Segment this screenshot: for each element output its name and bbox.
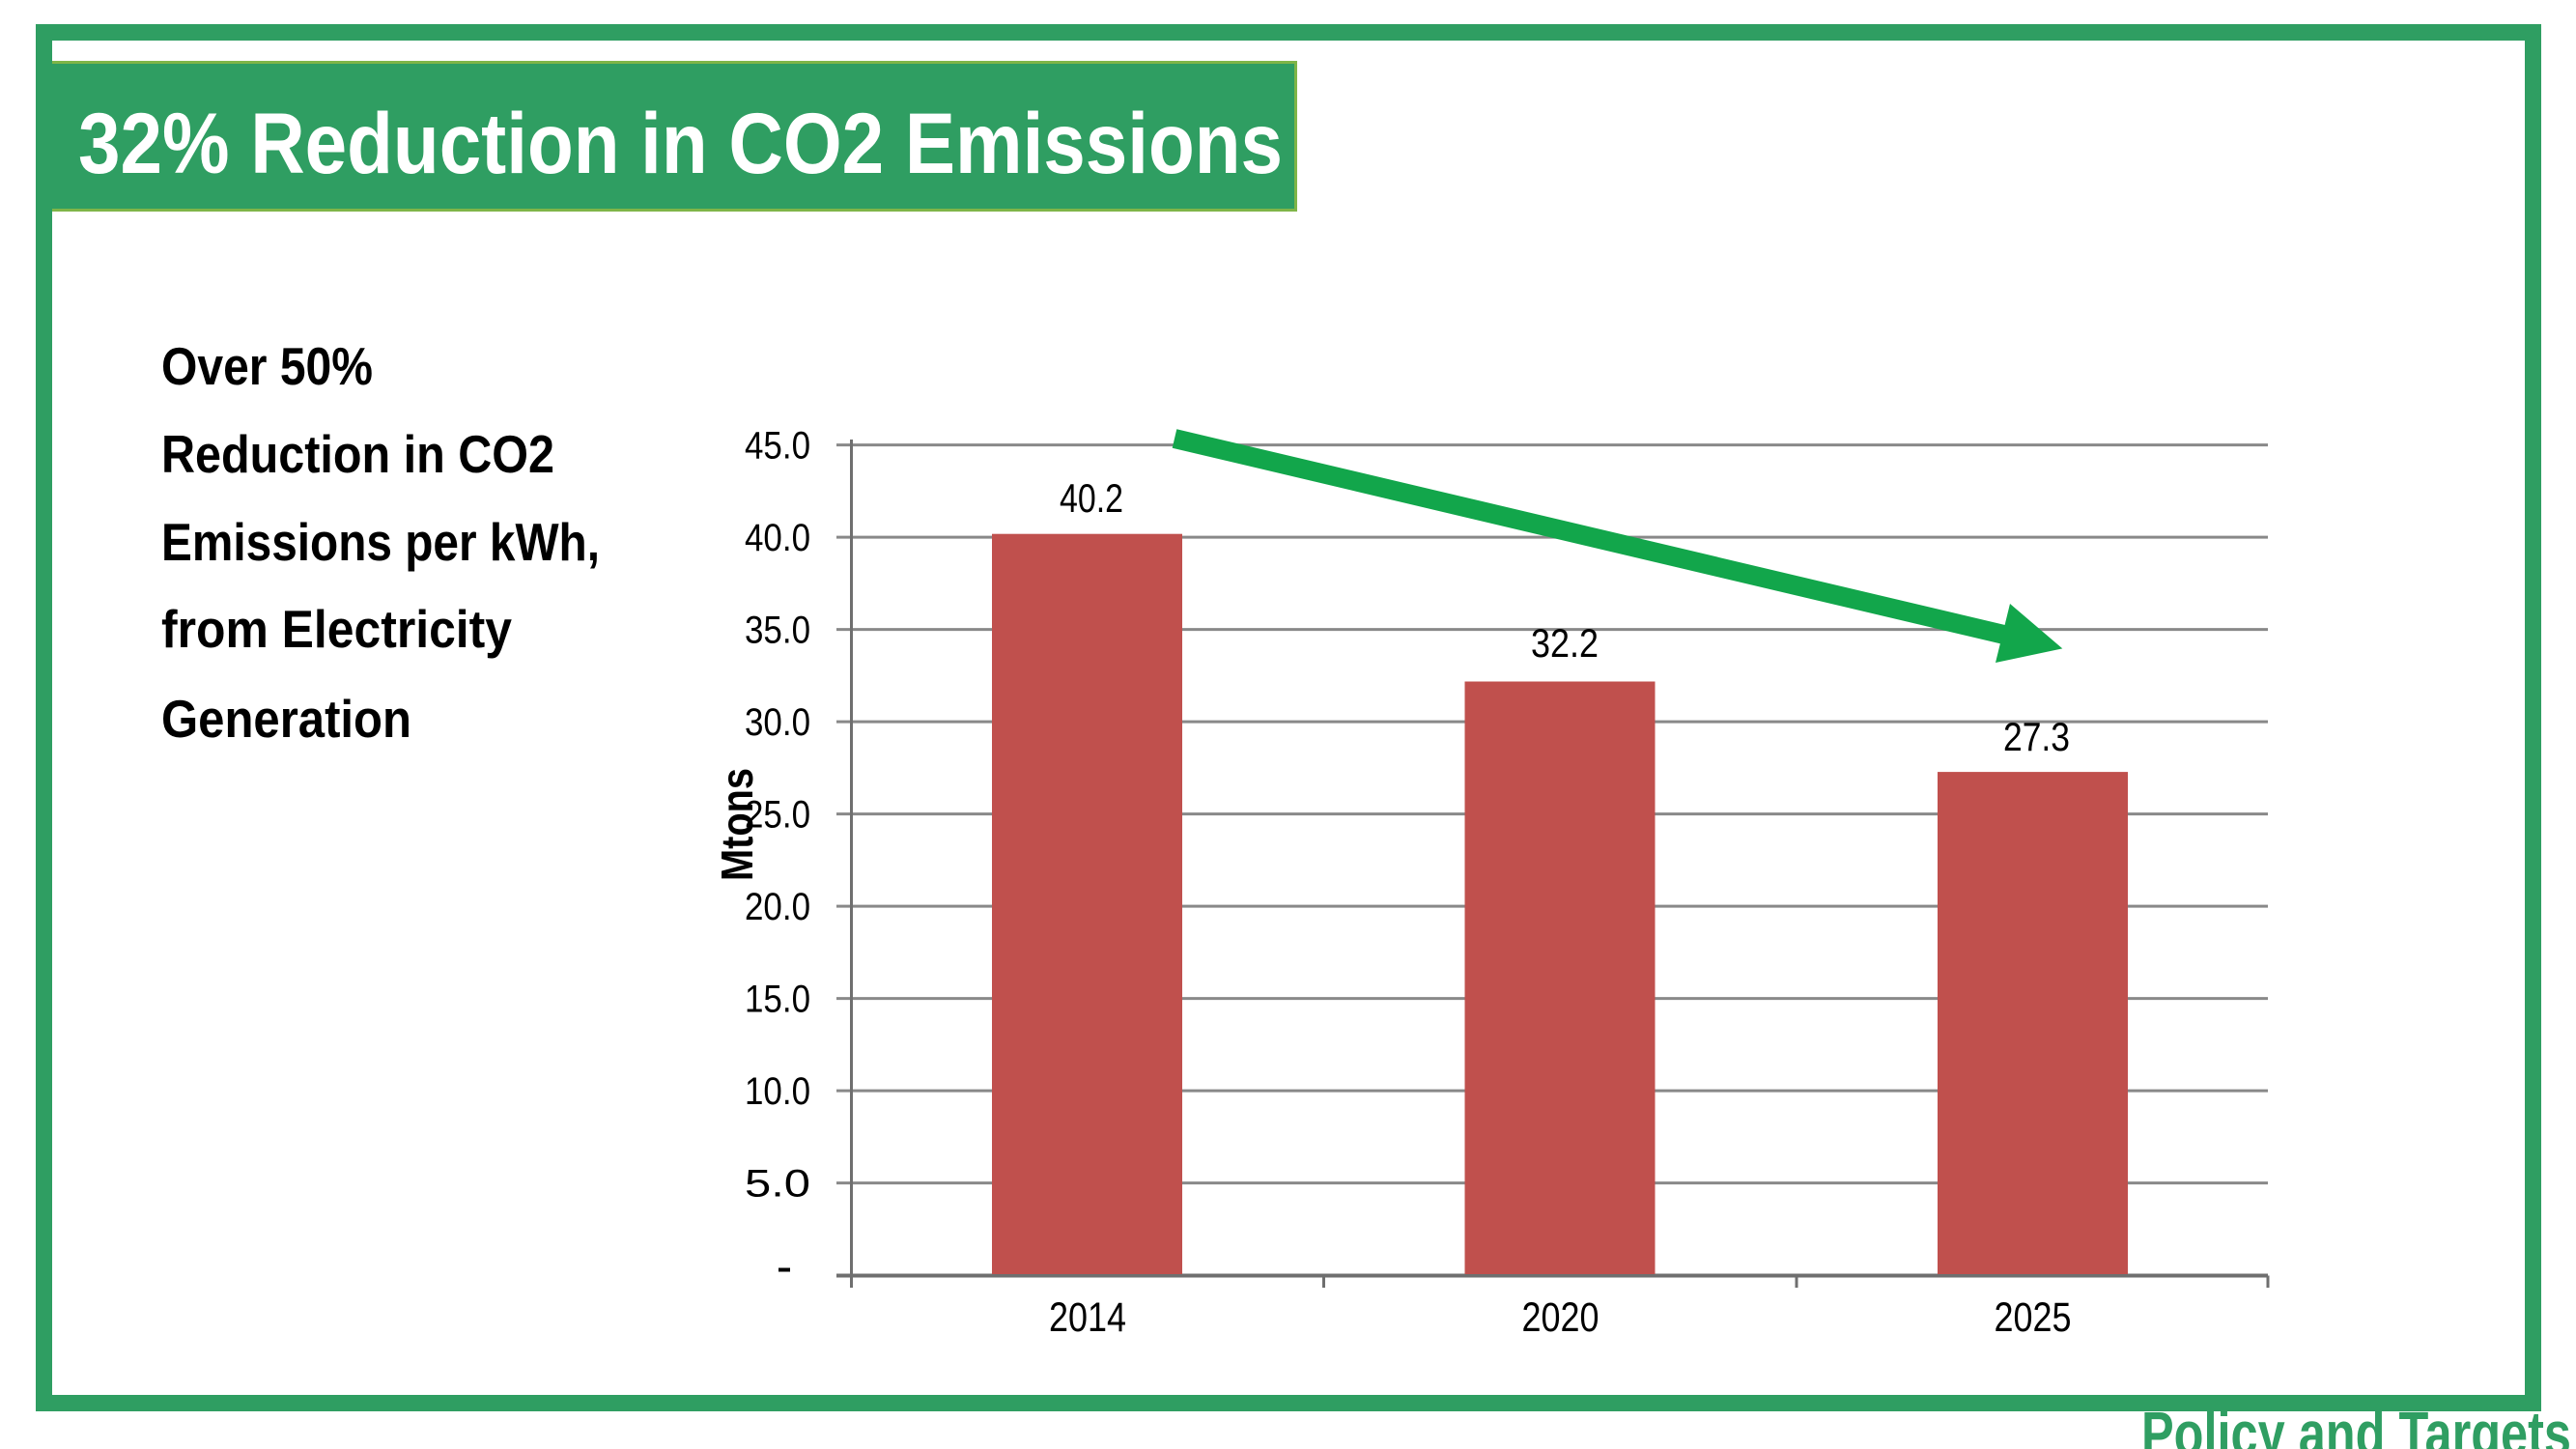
svg-text:2014: 2014 [1049, 1294, 1126, 1341]
svg-text:40.2: 40.2 [1060, 475, 1123, 521]
svg-text:Mtons: Mtons [712, 768, 762, 881]
svg-text:30.0: 30.0 [745, 701, 810, 744]
svg-text:from Electricity: from Electricity [161, 599, 512, 659]
svg-text:20.0: 20.0 [745, 886, 810, 928]
svg-text:27.3: 27.3 [2003, 714, 2070, 759]
svg-text:5.0: 5.0 [745, 1163, 810, 1206]
svg-text:Policy and Targets: Policy and Targets [2141, 1399, 2571, 1449]
svg-text:10.0: 10.0 [745, 1070, 810, 1113]
svg-text:Generation: Generation [161, 689, 411, 749]
svg-text:Emissions per kWh,: Emissions per kWh, [161, 512, 600, 572]
svg-text:Over 50%: Over 50% [161, 336, 373, 396]
svg-text:2025: 2025 [1995, 1294, 2072, 1341]
svg-text:35.0: 35.0 [745, 610, 810, 652]
svg-text:32.2: 32.2 [1531, 620, 1599, 666]
svg-text:25.0: 25.0 [745, 794, 810, 837]
svg-text:2020: 2020 [1522, 1294, 1599, 1341]
svg-text:15.0: 15.0 [745, 979, 810, 1021]
svg-text:40.0: 40.0 [745, 517, 810, 559]
svg-text:32% Reduction in CO2 Emissions: 32% Reduction in CO2 Emissions [78, 95, 1283, 191]
svg-text:45.0: 45.0 [745, 425, 810, 468]
svg-text:Reduction in CO2: Reduction in CO2 [161, 424, 554, 484]
